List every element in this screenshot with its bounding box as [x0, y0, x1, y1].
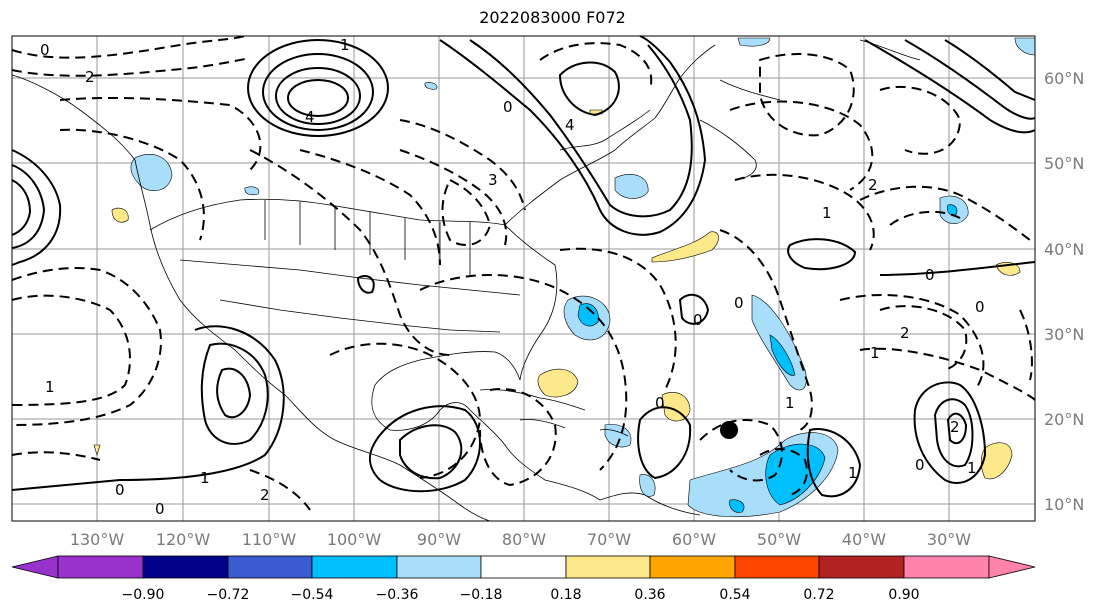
colorbar-segment — [565, 555, 651, 579]
contour-label: 0 — [655, 394, 665, 412]
colorbar-tick: −0.72 — [207, 587, 250, 603]
colorbar — [11, 555, 1036, 579]
contour-label: 1 — [822, 204, 832, 222]
solid-contours — [11, 35, 1036, 498]
colorbar-tick: 0.54 — [719, 587, 750, 603]
contour-label: 0 — [155, 500, 165, 518]
lon-label: 60°W — [672, 530, 716, 549]
positive-patch-caribbean — [537, 368, 579, 398]
contour-labels: 0 2 1 4 3 4 0 0 1 2 1 0 0 2 1 2 1 0 0 0 … — [40, 36, 985, 518]
lat-label: 40°N — [1044, 240, 1084, 259]
contour-label: 1 — [967, 459, 977, 477]
latitude-labels: 60°N 50°N 40°N 30°N 20°N 10°N — [1044, 69, 1084, 514]
storm-center-dot — [720, 421, 738, 439]
colorbar-tick: −0.36 — [376, 587, 419, 603]
colorbar-tick: 0.36 — [634, 587, 665, 603]
colorbar-segment — [480, 555, 567, 579]
lon-label: 50°W — [757, 530, 801, 549]
contour-label: 0 — [40, 41, 50, 59]
colorbar-segment — [227, 555, 313, 579]
colorbar-tick: −0.18 — [460, 587, 503, 603]
lon-label: 30°W — [927, 530, 971, 549]
contour-label: 2 — [260, 486, 270, 504]
contour-label: 0 — [693, 311, 703, 329]
colorbar-tick: −0.90 — [122, 587, 165, 603]
contour-label: 3 — [488, 171, 498, 189]
colorbar-ticks: −0.90 −0.72 −0.54 −0.36 −0.18 0.18 0.36 … — [122, 587, 920, 603]
dashed-contours — [11, 35, 1036, 511]
contour-label: 4 — [565, 116, 575, 134]
contour-label: 2 — [85, 68, 95, 86]
lon-label: 70°W — [587, 530, 631, 549]
contour-label: 2 — [868, 176, 878, 194]
lat-label: 10°N — [1044, 495, 1084, 514]
graticule — [12, 36, 1035, 521]
contour-label: 1 — [848, 464, 858, 482]
colorbar-segment — [649, 555, 736, 579]
lon-label: 40°W — [842, 530, 886, 549]
colorbar-segment — [734, 555, 820, 579]
contour-label: 2 — [900, 324, 910, 342]
colorbar-tick: −0.54 — [291, 587, 334, 603]
lon-label: 100°W — [327, 530, 382, 549]
map-title: 2022083000 F072 — [479, 8, 626, 27]
lon-label: 110°W — [242, 530, 297, 549]
contour-label: 0 — [503, 98, 513, 116]
lat-label: 50°N — [1044, 154, 1084, 173]
contour-label: 1 — [870, 344, 880, 362]
colorbar-segment — [57, 555, 144, 579]
colorbar-tick: 0.72 — [803, 587, 834, 603]
positive-patch-atlantic — [651, 231, 719, 263]
lon-label: 80°W — [502, 530, 546, 549]
contour-label: 1 — [340, 36, 350, 54]
lat-label: 60°N — [1044, 69, 1084, 88]
contour-label: 0 — [115, 481, 125, 499]
contour-label: 0 — [915, 456, 925, 474]
map-frame — [11, 35, 1036, 522]
contour-label: 4 — [305, 108, 315, 126]
lon-label: 120°W — [156, 530, 211, 549]
contour-label: 1 — [200, 469, 210, 487]
shaded-patches — [93, 37, 1036, 518]
contour-label: 1 — [785, 394, 795, 412]
negative-patch-canada — [614, 174, 649, 199]
contour-label: 0 — [925, 266, 935, 284]
contour-label: 0 — [734, 294, 744, 312]
lat-label: 20°N — [1044, 410, 1084, 429]
colorbar-segment — [11, 555, 59, 579]
colorbar-segment — [903, 555, 990, 579]
colorbar-segment — [396, 555, 482, 579]
lon-label: 130°W — [70, 530, 125, 549]
negative-patch-pacific-nw — [130, 154, 173, 192]
contour-label: 2 — [950, 418, 960, 436]
colorbar-segment — [818, 555, 905, 579]
colorbar-segment — [311, 555, 398, 579]
colorbar-tick: 0.18 — [550, 587, 581, 603]
contour-label: 1 — [45, 378, 55, 396]
colorbar-segment — [142, 555, 229, 579]
contour-label: 0 — [975, 298, 985, 316]
lon-label: 90°W — [417, 530, 461, 549]
longitude-labels: 130°W 120°W 110°W 100°W 90°W 80°W 70°W 6… — [70, 530, 971, 549]
colorbar-segment — [988, 555, 1036, 579]
colorbar-tick: 0.90 — [888, 587, 919, 603]
lat-label: 30°N — [1044, 325, 1084, 344]
